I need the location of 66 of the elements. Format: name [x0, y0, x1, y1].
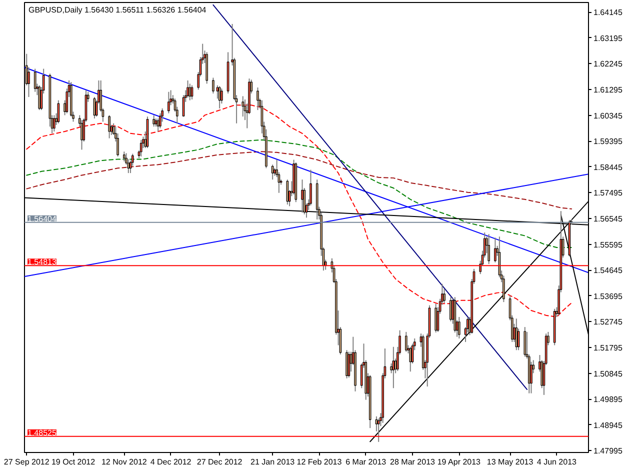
y-tick-label: 1.60345 [594, 111, 623, 120]
candlestick [212, 77, 214, 94]
candlestick [34, 68, 36, 92]
y-tick-label: 1.62245 [594, 60, 623, 69]
x-tick-label: 21 Jan 2013 [250, 458, 296, 466]
y-tick-label: 1.49895 [594, 395, 623, 404]
x-tick-label: 27 Dec 2012 [196, 458, 243, 466]
candlestick [190, 84, 194, 100]
candlestick [515, 318, 518, 351]
candlestick [348, 351, 350, 378]
candlestick [186, 80, 189, 98]
x-tick-label: 4 Jun 2013 [536, 458, 578, 466]
candlestick [53, 114, 56, 132]
x-tick-label: 19 Apr 2013 [437, 458, 482, 466]
y-tick-label: 1.53695 [594, 292, 623, 301]
candlestick [434, 303, 437, 333]
y-tick-label: 1.47995 [594, 446, 623, 456]
candlestick [123, 151, 126, 162]
y-tick-label: 1.57495 [594, 188, 623, 198]
chart-title: GBPUSD,Daily 1.56430 1.56511 1.56326 1.56404 [28, 6, 207, 14]
x-tick-label: 27 Sep 2012 [4, 458, 50, 466]
y-tick-label: 1.50845 [594, 369, 623, 378]
candlestick [392, 346, 395, 389]
candlestick [188, 83, 192, 101]
candlestick [310, 169, 312, 206]
line-series [26, 139, 572, 248]
ref-line-label: 1.48525 [28, 428, 57, 438]
candlestick [242, 96, 244, 118]
y-tick-label: 1.61295 [594, 86, 623, 95]
candlestick [405, 331, 408, 352]
candlestick [346, 350, 348, 379]
candlestick [271, 164, 274, 180]
y-tick-label: 1.48945 [594, 420, 623, 430]
candlestick [38, 84, 40, 111]
candlestick [409, 346, 412, 372]
candlestick [168, 91, 170, 114]
y-tick-label: 1.55595 [594, 240, 623, 250]
x-tick-label: 19 Oct 2012 [51, 458, 96, 466]
y-tick-label: 1.54645 [594, 266, 623, 276]
y-tick-label: 1.64145 [594, 8, 623, 18]
candlestick [140, 139, 142, 157]
x-tick-label: 6 Mar 2013 [346, 458, 387, 466]
candlestick [286, 179, 289, 206]
candlestick [256, 87, 259, 111]
candlestick [152, 114, 155, 128]
y-tick-label: 1.56545 [594, 214, 623, 224]
y-tick-label: 1.52745 [594, 318, 623, 327]
line-series [26, 151, 572, 210]
y-tick-label: 1.59395 [594, 137, 623, 146]
ref-line-label: 1.56404 [28, 214, 57, 224]
x-tick-label: 12 Feb 2013 [296, 458, 342, 466]
y-tick-label: 1.58445 [594, 162, 623, 172]
candlestick [488, 234, 490, 265]
x-tick-label: 13 May 2013 [486, 458, 534, 466]
candlestick [458, 316, 460, 339]
x-tick-label: 28 Mar 2013 [390, 458, 436, 466]
y-tick-label: 1.63195 [594, 34, 623, 43]
candlestick [108, 114, 110, 139]
y-tick-label: 1.51795 [594, 344, 623, 353]
candlestick [159, 112, 162, 129]
candlestick [524, 326, 526, 358]
x-tick-label: 12 Nov 2012 [101, 458, 148, 466]
candlestick [494, 237, 496, 263]
ref-line-label: 1.54813 [28, 258, 57, 267]
candlestick [220, 88, 223, 104]
x-tick-label: 4 Dec 2012 [150, 458, 192, 466]
